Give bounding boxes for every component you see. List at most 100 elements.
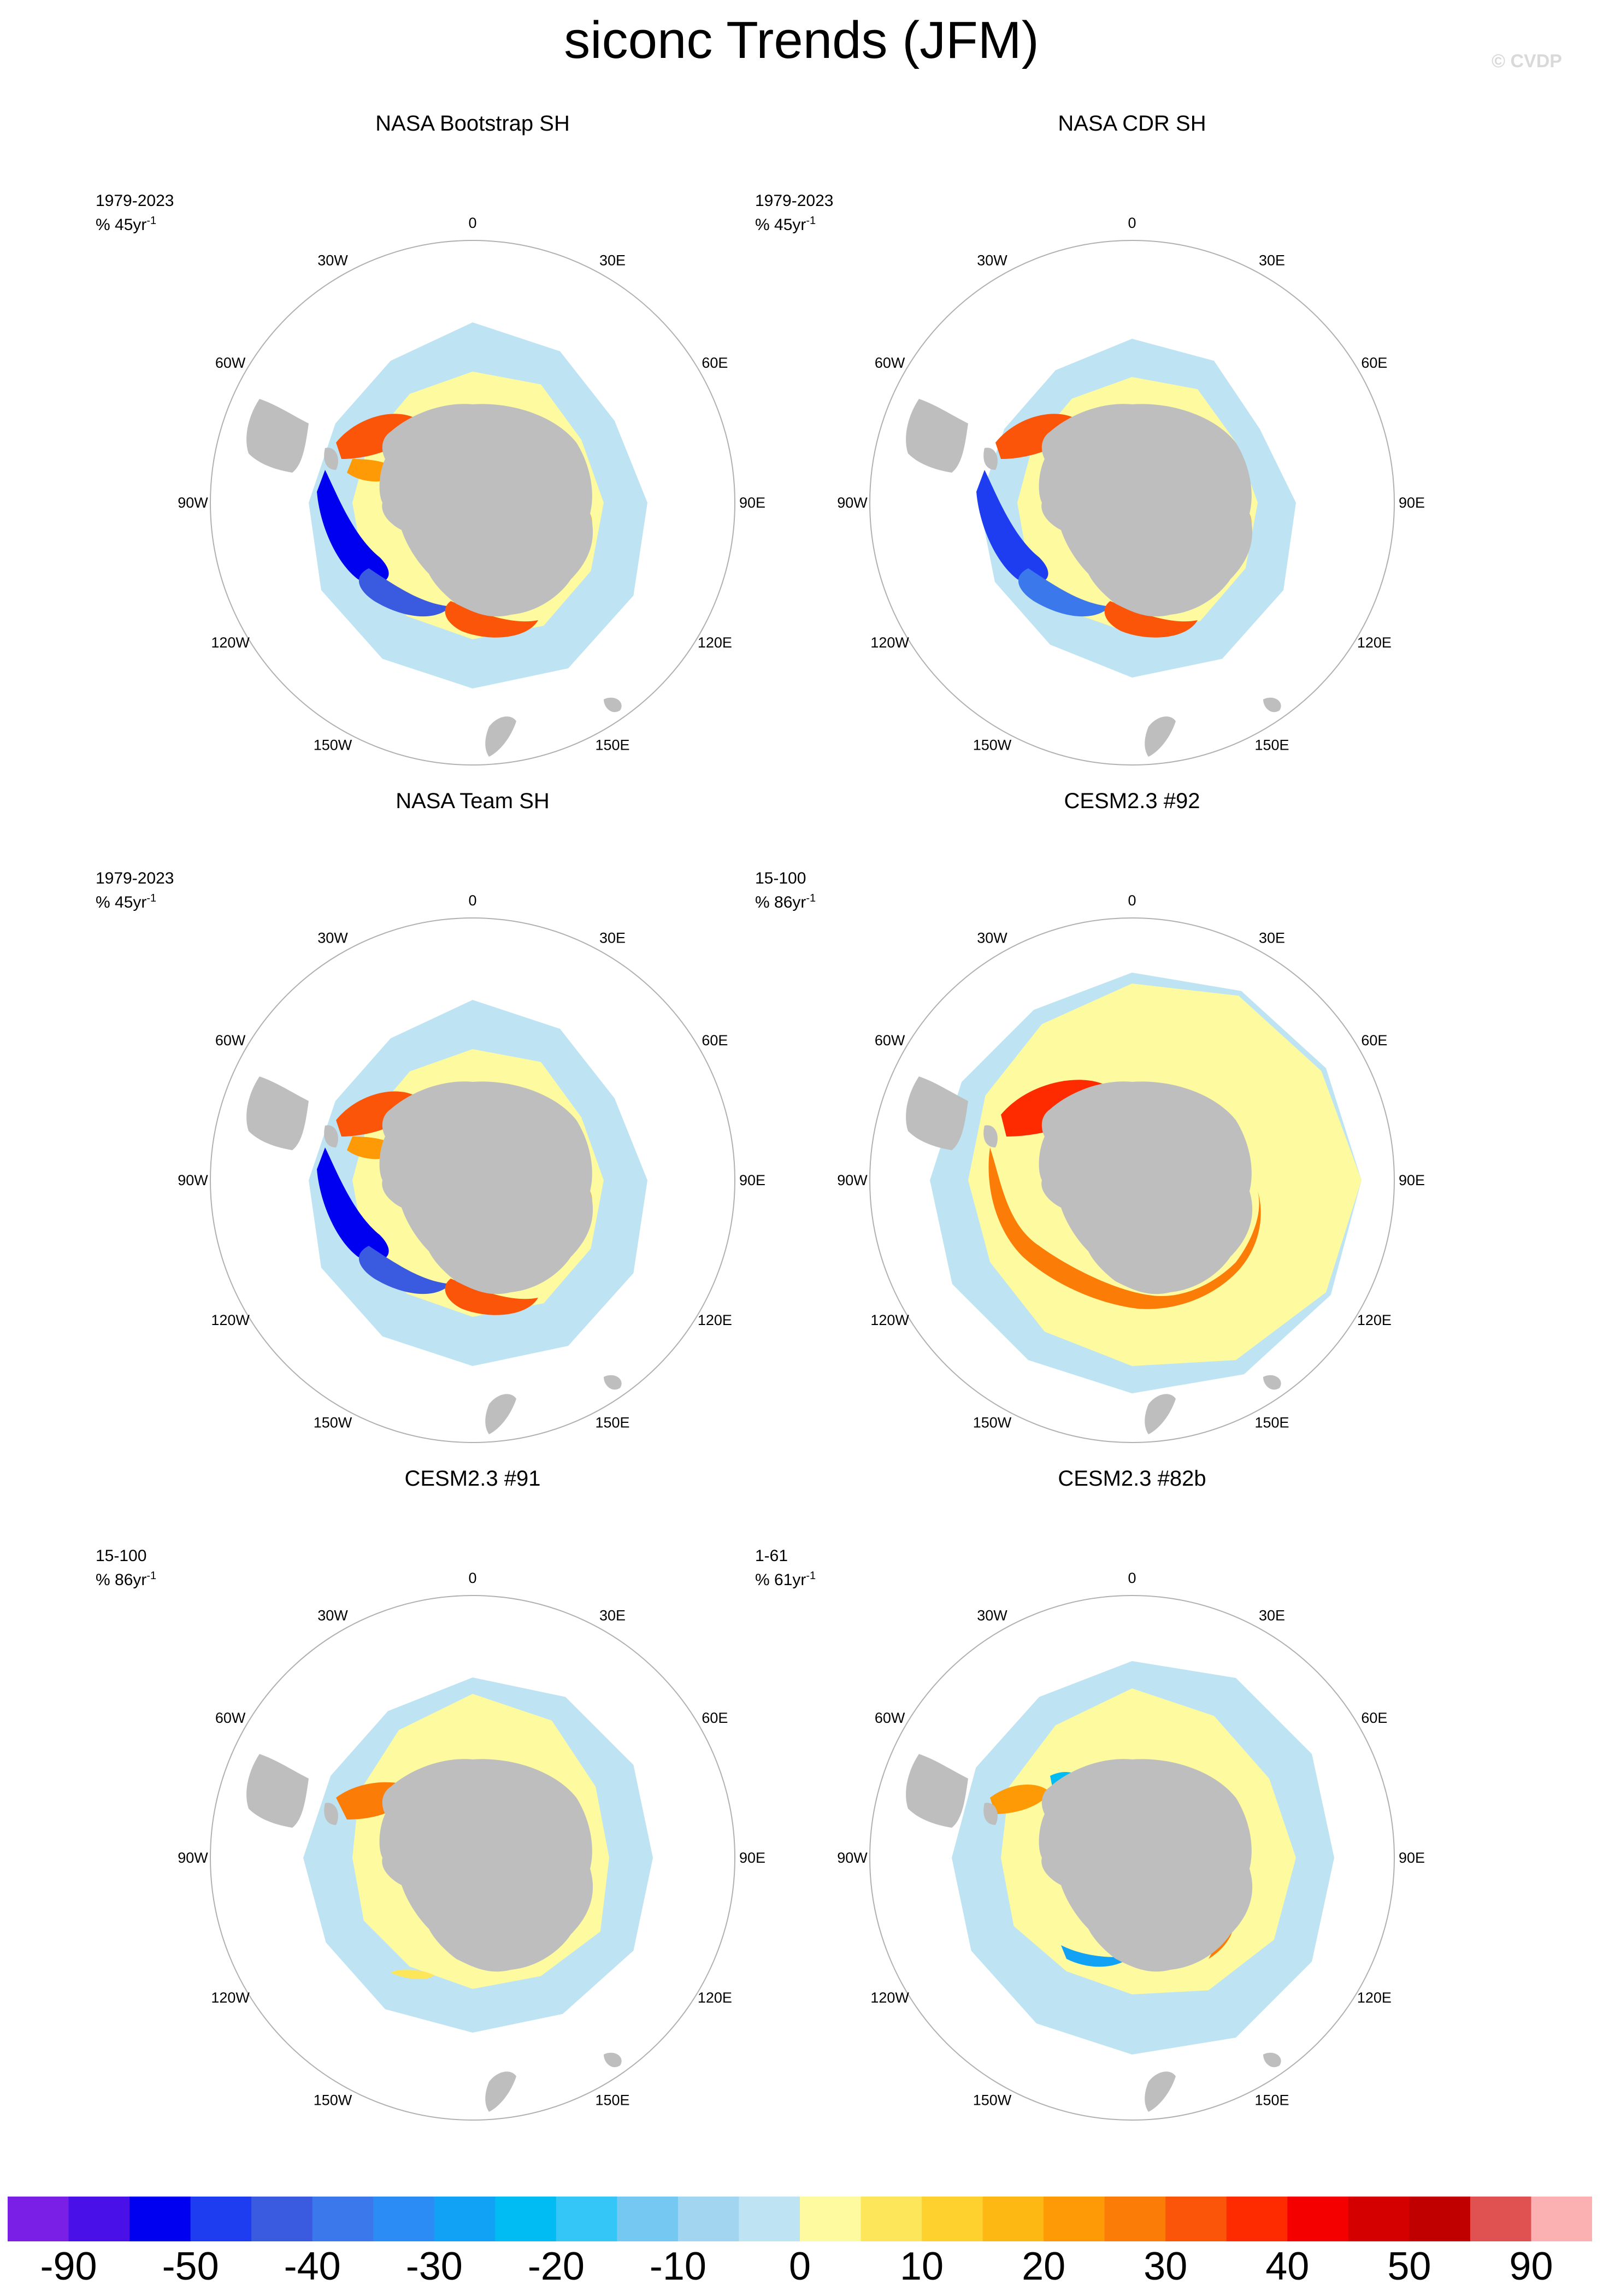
colorbar-swatch <box>190 2197 252 2241</box>
panel-units: % 61yr <box>755 1571 806 1589</box>
map-panel-nasa-team: NASA Team SH 1979-2023 % 45yr-1 0 30E 60E 9… <box>96 787 850 1453</box>
panel-info: 1979-2023 % 45yr-1 <box>96 191 174 235</box>
bellingshausen-negative-trend <box>317 470 389 584</box>
new-zealand-land <box>485 1394 516 1434</box>
colorbar-swatch <box>129 2197 191 2241</box>
longitude-label: 60E <box>702 1032 728 1049</box>
colorbar-tick-label: -40 <box>284 2245 341 2288</box>
longitude-label: 180 <box>1119 1452 1144 1453</box>
colorbar-swatch <box>1226 2197 1288 2241</box>
panel-title: CESM2.3 #91 <box>404 1467 541 1491</box>
new-zealand-land <box>485 716 516 757</box>
colorbar-swatch <box>1287 2197 1349 2241</box>
ross-positive-trend <box>445 1279 538 1315</box>
colorbar-tick-label: -10 <box>649 2245 706 2288</box>
longitude-label: 60E <box>702 355 728 371</box>
longitude-label: 150E <box>595 2092 629 2108</box>
polar-map: 0 30E 60E 90E 120E 150E 180 150W 120W 90W 60W 30W <box>837 1570 1425 2131</box>
ross-positive-trend <box>1104 601 1198 638</box>
panel-period: 1-61 <box>755 1547 788 1565</box>
longitude-label: 150E <box>1254 2092 1289 2108</box>
map-panel-cesm-91: CESM2.3 #91 15-100 % 86yr-1 0 30E 60E 90E 12… <box>96 1464 850 2131</box>
longitude-label: 90W <box>837 1172 868 1188</box>
map-panel-nasa-cdr: NASA CDR SH 1979-2023 % 45yr-1 0 30E 60E 90… <box>755 109 1509 776</box>
new-zealand-land <box>1145 2071 1176 2112</box>
longitude-label: 90E <box>739 1850 765 1866</box>
amundsen-negative-trend <box>358 1246 451 1294</box>
antarctica-land <box>379 1081 593 1294</box>
longitude-label: 60W <box>215 1032 246 1049</box>
longitude-label: 30E <box>599 252 626 269</box>
longitude-label: 60E <box>1361 1032 1387 1049</box>
longitude-label: 0 <box>468 215 476 231</box>
tasmania-land <box>604 697 622 713</box>
longitude-label: 30E <box>1259 930 1285 946</box>
panel-title: NASA Bootstrap SH <box>375 111 570 136</box>
map-content: 0 30E 60E 90E 120E 150E 180 150W 120W 90W 60W 30W <box>837 1570 1425 2131</box>
antarctica-land <box>379 1759 593 1972</box>
bellingshausen-negative-trend <box>317 1147 389 1261</box>
amundsen-negative-trend <box>358 568 451 617</box>
panel-period: 15-100 <box>96 1547 147 1565</box>
coastal-positive-trend <box>988 1147 1261 1309</box>
colorbar-tick-label: 40 <box>1265 2245 1310 2288</box>
panel-period: 1979-2023 <box>755 192 834 210</box>
colorbar-swatch <box>1348 2197 1410 2241</box>
tasmania-land <box>604 2052 622 2068</box>
longitude-label: 30W <box>977 930 1007 946</box>
tasmania-land <box>1263 2052 1281 2068</box>
longitude-label: 60W <box>875 355 905 371</box>
colorbar-swatch <box>1531 2197 1592 2241</box>
new-zealand-land <box>1145 1394 1176 1434</box>
panel-period: 1979-2023 <box>96 869 174 887</box>
antarctic-peninsula-tip <box>324 1125 338 1147</box>
panel-info: 1979-2023 % 45yr-1 <box>96 869 174 912</box>
polar-map: 0 30E 60E 90E 120E 150E 180 150W 120W 90W 60W 30W <box>837 215 1425 776</box>
longitude-label: 0 <box>1128 1570 1136 1586</box>
longitude-label: 120W <box>870 1989 909 2006</box>
colorbar-swatch <box>922 2197 983 2241</box>
longitude-label: 150W <box>973 737 1012 753</box>
longitude-label: 180 <box>460 1452 485 1453</box>
panel-units: % 45yr <box>755 216 806 234</box>
colorbar-swatch <box>677 2197 739 2241</box>
amundsen-negative-trend <box>1018 568 1110 617</box>
longitude-label: 30E <box>599 1608 626 1624</box>
longitude-label: 30W <box>977 252 1007 269</box>
longitude-label: 120E <box>698 1989 732 2006</box>
longitude-label: 60E <box>702 1710 728 1726</box>
panel-units: % 86yr <box>96 1571 147 1589</box>
longitude-label: 150W <box>314 737 352 753</box>
map-content: 0 30E 60E 90E 120E 150E 180 150W 120W 90W 60W 30W <box>837 892 1425 1453</box>
tasmania-land <box>604 1375 622 1390</box>
colorbar-swatch <box>373 2197 435 2241</box>
map-panel-nasa-bootstrap: NASA Bootstrap SH 1979-2023 % 45yr-1 0 30… <box>96 109 850 776</box>
longitude-label: 90W <box>178 494 208 511</box>
longitude-label: 90W <box>178 1172 208 1188</box>
longitude-label: 150E <box>595 737 629 753</box>
weddell-positive-trend <box>990 1785 1050 1814</box>
antarctic-peninsula-tip <box>324 1803 338 1825</box>
colorbar-tick-label: 50 <box>1387 2245 1431 2288</box>
panel-unit-exponent: -1 <box>146 215 157 227</box>
panel-unit-exponent: -1 <box>146 892 157 904</box>
longitude-label: 90W <box>837 494 868 511</box>
south-america-land <box>246 399 309 473</box>
longitude-label: 60W <box>875 1032 905 1049</box>
new-zealand-land <box>485 2071 516 2112</box>
watermark: © CVDP <box>1492 51 1562 72</box>
colorbar-tick-label: -50 <box>162 2245 219 2288</box>
longitude-label: 0 <box>468 892 476 909</box>
longitude-label: 180 <box>1119 774 1144 776</box>
colorbar-swatch <box>982 2197 1044 2241</box>
south-america-land <box>246 1754 309 1828</box>
longitude-label: 90E <box>739 494 765 511</box>
longitude-label: 120W <box>870 1312 909 1328</box>
longitude-label: 180 <box>1119 2129 1144 2131</box>
longitude-label: 120W <box>211 1989 250 2006</box>
longitude-label: 180 <box>460 2129 485 2131</box>
colorbar-swatch <box>1044 2197 1105 2241</box>
polar-map: 0 30E 60E 90E 120E 150E 180 150W 120W 90W 60W 30W <box>178 892 765 1453</box>
longitude-label: 120E <box>698 634 732 651</box>
longitude-label: 150E <box>1254 737 1289 753</box>
